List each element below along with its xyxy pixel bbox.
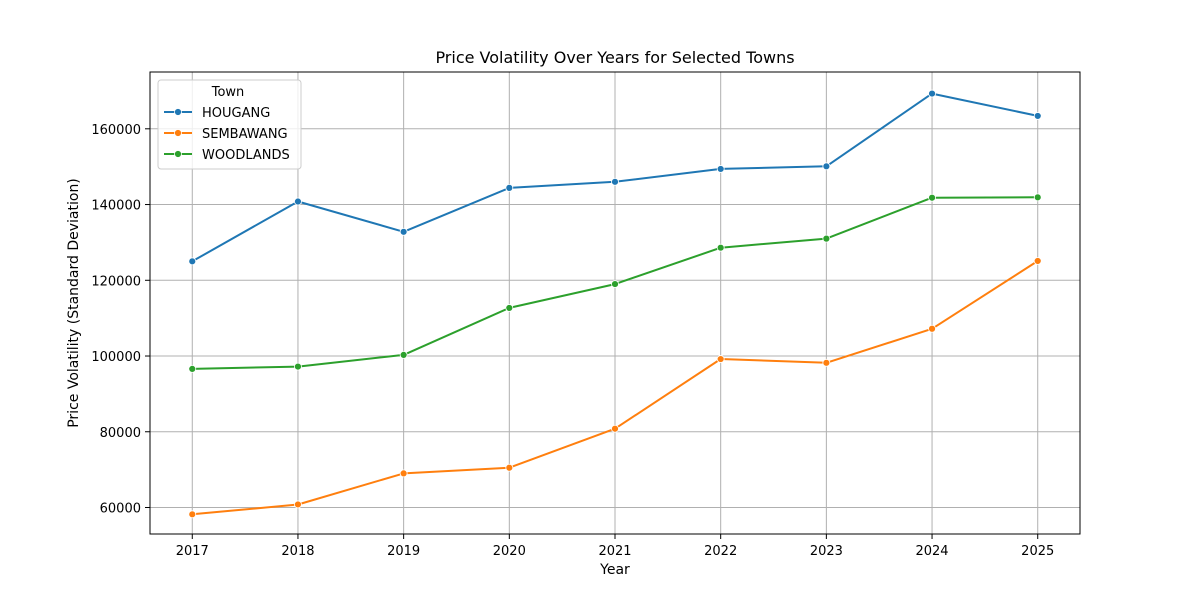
data-point-sembawang [399, 469, 408, 478]
x-tick-label: 2024 [915, 544, 948, 559]
y-tick-label: 140000 [91, 199, 141, 214]
data-point-woodlands [294, 362, 302, 371]
data-point-hougang [1033, 112, 1042, 120]
data-point-woodlands [505, 304, 514, 312]
data-point-sembawang [505, 463, 514, 472]
x-tick-label: 2018 [281, 544, 314, 559]
data-point-woodlands [928, 193, 936, 202]
x-tick-label: 2017 [176, 544, 209, 559]
data-point-sembawang [822, 358, 831, 367]
series-layer [188, 89, 1042, 519]
y-tick-label: 80000 [100, 426, 141, 441]
data-point-sembawang [188, 510, 197, 519]
y-axis-label: Price Volatility (Standard Deviation) [66, 178, 82, 428]
data-point-sembawang [294, 500, 302, 509]
data-point-hougang [188, 257, 197, 266]
data-point-sembawang [928, 324, 936, 333]
legend-marker-sembawang [174, 129, 182, 137]
data-point-hougang [716, 165, 725, 173]
legend-title: Town [211, 85, 245, 100]
legend-label-woodlands: WOODLANDS [202, 148, 290, 163]
data-point-hougang [822, 162, 831, 171]
x-axis: 2017 2018 2019 2020 2021 2022 2023 2024 2025 [176, 534, 1054, 559]
x-tick-label: 2023 [810, 544, 843, 559]
x-tick-label: 2022 [704, 544, 737, 559]
data-point-woodlands [716, 243, 725, 252]
data-point-hougang [928, 89, 936, 98]
x-axis-label: Year [599, 562, 630, 578]
data-point-hougang [294, 197, 302, 206]
data-point-woodlands [611, 280, 619, 288]
legend-label-hougang: HOUGANG [202, 106, 270, 121]
legend: Town HOUGANG SEMBAWANG WOODLANDS [157, 79, 302, 170]
data-point-woodlands [399, 350, 408, 359]
data-point-woodlands [188, 364, 197, 373]
data-point-sembawang [611, 424, 619, 433]
data-point-hougang [505, 183, 514, 192]
y-tick-label: 120000 [91, 274, 141, 289]
legend-box [157, 79, 302, 170]
data-point-hougang [399, 227, 408, 236]
legend-label-sembawang: SEMBAWANG [202, 127, 288, 142]
x-tick-label: 2025 [1021, 544, 1054, 559]
data-point-woodlands [822, 234, 831, 243]
x-tick-label: 2019 [387, 544, 420, 559]
y-tick-label: 160000 [91, 123, 141, 138]
legend-marker-woodlands [174, 150, 182, 158]
y-axis: 60000 80000 100000 120000 140000 160000 [91, 123, 150, 516]
y-tick-label: 100000 [91, 350, 141, 365]
y-tick-label: 60000 [100, 501, 141, 516]
x-tick-label: 2021 [598, 544, 631, 559]
data-point-woodlands [1033, 193, 1042, 202]
data-point-sembawang [716, 355, 725, 363]
data-point-hougang [611, 177, 619, 186]
data-point-sembawang [1033, 257, 1042, 265]
chart-title: Price Volatility Over Years for Selected… [435, 48, 794, 67]
legend-marker-hougang [174, 108, 182, 116]
x-tick-label: 2020 [493, 544, 526, 559]
